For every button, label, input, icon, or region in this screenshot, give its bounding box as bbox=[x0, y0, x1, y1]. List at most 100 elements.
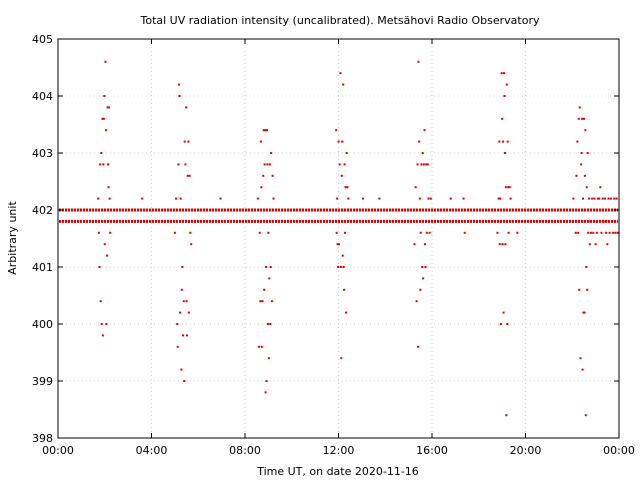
data-point bbox=[584, 414, 587, 417]
data-point bbox=[268, 163, 271, 166]
data-point bbox=[586, 288, 589, 291]
data-point bbox=[102, 117, 105, 120]
baseline-band bbox=[59, 208, 618, 223]
data-point bbox=[425, 163, 428, 166]
data-point bbox=[99, 163, 102, 166]
data-point bbox=[264, 129, 267, 132]
data-point bbox=[421, 266, 424, 268]
data-point bbox=[345, 152, 348, 154]
data-point bbox=[449, 197, 452, 200]
data-point bbox=[424, 266, 427, 268]
data-point bbox=[339, 266, 342, 268]
y-tick-label: 405 bbox=[32, 33, 53, 46]
data-point bbox=[269, 266, 272, 268]
data-point bbox=[344, 231, 347, 234]
data-point bbox=[259, 300, 262, 303]
data-point bbox=[344, 186, 347, 189]
data-point bbox=[105, 323, 108, 325]
data-point bbox=[335, 231, 338, 234]
x-tick-label: 00:00 bbox=[42, 444, 74, 457]
data-point bbox=[585, 186, 588, 189]
data-point bbox=[101, 334, 104, 337]
data-point bbox=[346, 186, 349, 189]
data-point bbox=[106, 106, 109, 109]
data-point bbox=[596, 197, 599, 200]
data-point bbox=[422, 163, 425, 166]
data-point bbox=[599, 186, 602, 189]
data-point bbox=[415, 300, 418, 303]
data-point bbox=[176, 323, 179, 325]
data-point bbox=[615, 197, 618, 200]
data-point bbox=[339, 72, 342, 75]
data-point bbox=[516, 231, 519, 234]
data-point bbox=[419, 231, 422, 234]
data-point bbox=[496, 231, 499, 234]
grid-lines bbox=[58, 39, 619, 438]
data-point bbox=[262, 129, 265, 132]
data-point bbox=[190, 243, 193, 246]
data-point bbox=[609, 197, 612, 200]
data-point bbox=[176, 345, 179, 348]
chart-title: Total UV radiation intensity (uncalibrat… bbox=[140, 14, 540, 27]
data-point bbox=[584, 129, 587, 132]
data-point bbox=[347, 197, 350, 200]
data-point bbox=[505, 414, 508, 417]
data-point bbox=[497, 197, 500, 200]
data-point bbox=[378, 197, 381, 200]
x-axis: 00:00 04:00 08:00 12:00 16:00 20:00 00:00 bbox=[42, 39, 635, 457]
data-point bbox=[270, 152, 273, 154]
data-point bbox=[603, 197, 606, 200]
data-point bbox=[265, 129, 268, 132]
data-point bbox=[416, 345, 419, 348]
x-tick-label: 04:00 bbox=[136, 444, 168, 457]
data-point bbox=[341, 140, 344, 143]
data-point bbox=[581, 117, 584, 120]
data-point bbox=[180, 288, 183, 291]
data-point bbox=[268, 277, 271, 280]
x-tick-label: 00:00 bbox=[603, 444, 635, 457]
data-point bbox=[342, 266, 345, 268]
data-point bbox=[258, 231, 261, 234]
data-point bbox=[336, 197, 339, 200]
data-point bbox=[576, 140, 579, 143]
data-point bbox=[180, 368, 183, 371]
data-point bbox=[340, 357, 343, 360]
data-point bbox=[507, 231, 510, 234]
data-point bbox=[586, 152, 589, 154]
data-point bbox=[189, 231, 192, 234]
data-point bbox=[179, 197, 182, 200]
data-point bbox=[463, 231, 466, 234]
plot-frame bbox=[57, 38, 620, 439]
data-point bbox=[103, 243, 106, 246]
data-point bbox=[185, 300, 188, 303]
data-point bbox=[575, 174, 578, 177]
y-tick-label: 401 bbox=[32, 261, 53, 274]
data-point bbox=[104, 60, 107, 63]
data-point bbox=[606, 243, 609, 246]
data-point bbox=[428, 231, 431, 234]
data-point bbox=[588, 243, 591, 246]
data-point bbox=[107, 186, 110, 189]
data-point bbox=[507, 186, 510, 189]
data-point bbox=[420, 163, 423, 166]
data-point bbox=[605, 231, 608, 234]
data-point bbox=[107, 106, 110, 109]
data-point bbox=[340, 174, 343, 177]
data-point bbox=[99, 300, 102, 303]
data-point bbox=[595, 231, 598, 234]
data-point bbox=[419, 288, 422, 291]
data-point bbox=[594, 243, 597, 246]
data-point bbox=[498, 243, 501, 246]
data-point bbox=[183, 380, 186, 382]
data-point bbox=[416, 163, 419, 166]
data-point bbox=[181, 266, 184, 268]
data-point bbox=[141, 197, 144, 200]
data-point bbox=[501, 117, 504, 120]
data-point bbox=[506, 140, 509, 143]
x-tick-label: 08:00 bbox=[229, 444, 261, 457]
data-point bbox=[267, 357, 270, 360]
data-point bbox=[616, 231, 619, 234]
data-point bbox=[608, 231, 611, 234]
data-point bbox=[417, 60, 420, 63]
data-point bbox=[175, 197, 178, 200]
